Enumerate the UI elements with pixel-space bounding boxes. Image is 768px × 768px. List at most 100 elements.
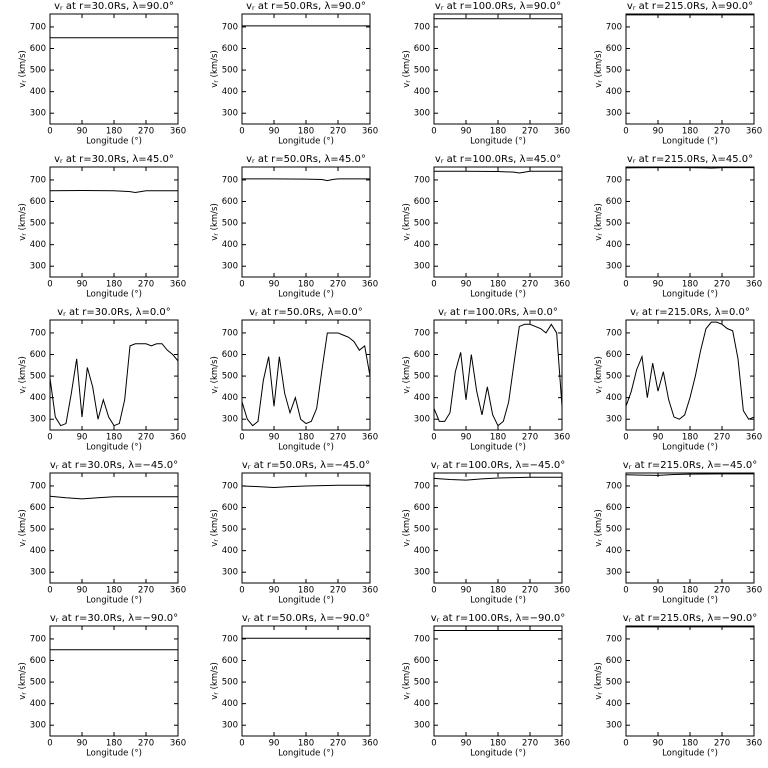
x-tick-label: 90 [653,127,664,137]
chart-title: vr at r=30.0Rs, λ=0.0° [57,307,171,318]
x-tick-label: 270 [138,127,154,137]
y-tick-label: 400 [414,546,430,556]
x-axis-label: Longitude (°) [662,290,718,300]
chart-title-rest: at r=50.0Rs, λ=0.0° [258,307,363,318]
y-tick-label: 400 [30,546,46,556]
y-axis-label-subscript: r [404,386,412,389]
y-tick-label: 400 [30,393,46,403]
y-axis-label-symbol: v [210,695,220,700]
y-axis-label-symbol: v [594,83,604,88]
plot-frame [49,13,179,125]
y-tick-label: 300 [222,262,238,272]
chart-title-rest: at r=215.0Rs, λ=−45.0° [631,460,757,471]
plot-frame [241,13,371,125]
chart-title-subscript: r [441,157,444,165]
x-tick-label: 270 [522,127,538,137]
y-tick-label: 500 [222,525,238,535]
y-tick-label: 700 [222,175,238,185]
y-tick-label: 300 [606,721,622,731]
x-tick-label: 90 [653,586,664,596]
plot-frame [433,166,563,278]
x-tick-label: 270 [138,280,154,290]
x-axis-label: Longitude (°) [86,749,142,759]
y-axis-label-symbol: v [594,389,604,394]
y-axis-label: vr (km/s) [210,662,221,700]
x-axis-label: Longitude (°) [278,596,334,606]
chart-title-subscript: r [252,4,255,12]
y-tick-label: 300 [30,568,46,578]
chart-title-subscript: r [444,310,447,318]
y-axis-label-subscript: r [20,386,28,389]
y-tick-label: 700 [30,634,46,644]
y-tick-label: 700 [222,481,238,491]
x-tick-label: 0 [431,586,436,596]
x-tick-label: 180 [298,586,314,596]
x-tick-label: 270 [330,433,346,443]
y-tick-label: 600 [606,350,622,360]
y-tick-label: 400 [414,699,430,709]
y-axis-label-subscript: r [404,80,412,83]
chart-title-rest: at r=100.0Rs, λ=90.0° [444,1,562,12]
chart-title: vr at r=30.0Rs, λ=90.0° [54,1,174,12]
chart-title-rest: at r=215.0Rs, λ=−90.0° [631,613,757,624]
x-tick-label: 180 [106,739,122,749]
y-axis-label-rest: (km/s) [402,356,412,386]
y-tick-label: 600 [414,503,430,513]
y-tick-label: 400 [222,546,238,556]
y-tick-label: 600 [414,350,430,360]
x-axis-label: Longitude (°) [278,749,334,759]
x-tick-label: 0 [239,739,244,749]
chart-title-subscript: r [56,463,59,471]
y-tick-label: 600 [30,503,46,513]
chart-title-rest: at r=100.0Rs, λ=0.0° [447,307,558,318]
y-tick-label: 700 [606,634,622,644]
chart-title-symbol: v [249,307,255,318]
y-axis-label-subscript: r [404,692,412,695]
y-tick-label: 500 [606,219,622,229]
x-tick-label: 180 [490,433,506,443]
chart-title-subscript: r [248,616,251,624]
chart-title-rest: at r=30.0Rs, λ=−45.0° [58,460,178,471]
x-tick-label: 360 [746,586,762,596]
y-tick-label: 500 [30,66,46,76]
y-tick-label: 700 [414,328,430,338]
x-tick-label: 360 [746,280,762,290]
chart-title-rest: at r=215.0Rs, λ=90.0° [636,1,754,12]
y-tick-label: 300 [606,415,622,425]
y-axis-label-symbol: v [402,389,412,394]
y-tick-label: 400 [606,87,622,97]
y-axis-label-subscript: r [212,386,220,389]
plot-frame [49,625,179,737]
x-tick-label: 360 [362,280,378,290]
plot-frame [433,13,563,125]
chart-title-subscript: r [252,157,255,165]
x-tick-label: 90 [653,433,664,443]
x-tick-label: 360 [362,127,378,137]
y-tick-label: 300 [30,415,46,425]
y-axis-label-subscript: r [20,80,28,83]
y-axis-label-symbol: v [18,542,28,547]
chart-title-symbol: v [431,613,437,624]
data-line [433,323,563,427]
x-tick-label: 90 [269,586,280,596]
x-tick-label: 0 [623,433,628,443]
y-tick-label: 300 [606,109,622,119]
data-line [433,476,562,481]
x-tick-label: 270 [522,739,538,749]
chart-title-symbol: v [246,154,252,165]
x-tick-label: 180 [490,280,506,290]
y-axis-label-subscript: r [404,233,412,236]
y-axis-label-rest: (km/s) [18,50,28,80]
y-axis-label: vr (km/s) [402,509,413,547]
y-tick-label: 300 [414,721,430,731]
x-tick-label: 270 [330,586,346,596]
y-axis-label: vr (km/s) [18,509,29,547]
y-tick-label: 300 [30,262,46,272]
x-tick-label: 90 [461,127,472,137]
x-axis-label: Longitude (°) [470,443,526,453]
y-tick-label: 300 [414,109,430,119]
y-tick-label: 500 [414,66,430,76]
x-tick-label: 0 [47,586,52,596]
y-tick-label: 700 [414,634,430,644]
